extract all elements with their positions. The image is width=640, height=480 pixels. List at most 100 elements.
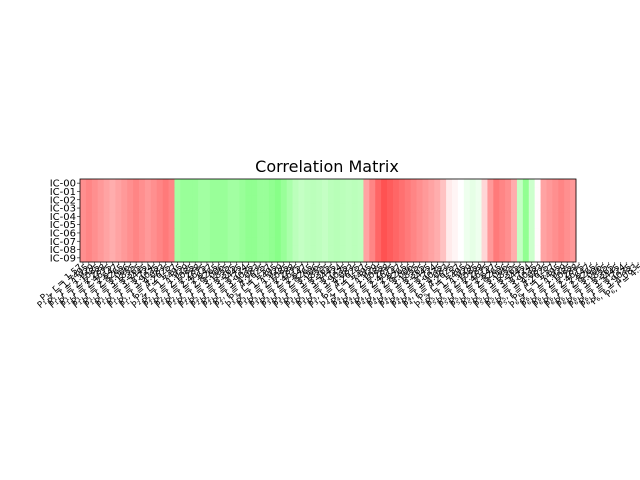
heatmap-cell bbox=[174, 179, 181, 188]
heatmap-cell bbox=[428, 179, 435, 188]
heatmap-cell bbox=[534, 253, 541, 263]
heatmap-cell bbox=[475, 195, 482, 205]
heatmap-cell bbox=[204, 212, 211, 221]
heatmap-cell bbox=[97, 179, 105, 188]
heatmap-cell bbox=[162, 195, 169, 205]
heatmap-cell bbox=[221, 187, 229, 196]
heatmap-cell bbox=[434, 237, 441, 246]
heatmap-cell bbox=[80, 228, 87, 238]
heatmap-cell bbox=[410, 220, 417, 230]
heatmap-cell bbox=[274, 245, 282, 255]
heatmap-cell bbox=[186, 203, 193, 213]
heatmap-cell bbox=[168, 245, 175, 255]
heatmap-cell bbox=[357, 228, 364, 238]
heatmap-cell bbox=[268, 228, 276, 238]
heatmap-cell bbox=[127, 195, 134, 205]
heatmap-cell bbox=[115, 245, 122, 255]
y-tick-label: IC-09 bbox=[50, 253, 76, 264]
heatmap-cell bbox=[204, 187, 211, 196]
heatmap-cell bbox=[339, 220, 347, 230]
heatmap-cell bbox=[351, 212, 358, 221]
heatmap-cell bbox=[80, 212, 87, 221]
heatmap-cell bbox=[546, 179, 553, 188]
heatmap-cell bbox=[133, 220, 140, 230]
heatmap-cell bbox=[499, 195, 506, 205]
heatmap-cell bbox=[463, 245, 471, 255]
heatmap-cell bbox=[304, 203, 311, 213]
heatmap-cell bbox=[404, 179, 412, 188]
heatmap-cell bbox=[392, 237, 400, 246]
heatmap-cell bbox=[162, 228, 169, 238]
heatmap-cell bbox=[139, 228, 146, 238]
heatmap-cell bbox=[499, 237, 506, 246]
heatmap-cell bbox=[493, 212, 500, 221]
heatmap-cell bbox=[452, 245, 459, 255]
heatmap-cell bbox=[487, 187, 494, 196]
heatmap-cell bbox=[558, 195, 565, 205]
heatmap-cell bbox=[263, 228, 270, 238]
heatmap-cell bbox=[540, 187, 547, 196]
heatmap-cell bbox=[534, 195, 541, 205]
heatmap-cell bbox=[481, 237, 488, 246]
heatmap-cell bbox=[91, 228, 99, 238]
heatmap-cell bbox=[475, 245, 482, 255]
heatmap-cell bbox=[97, 253, 105, 263]
heatmap-cell bbox=[121, 195, 128, 205]
heatmap-cell bbox=[564, 203, 571, 213]
heatmap-cell bbox=[257, 203, 264, 213]
heatmap-cell bbox=[286, 179, 293, 188]
heatmap-cell bbox=[204, 220, 211, 230]
heatmap-cell bbox=[221, 228, 229, 238]
heatmap-cell bbox=[168, 187, 175, 196]
heatmap-cell bbox=[552, 253, 559, 263]
heatmap-cell bbox=[133, 203, 140, 213]
heatmap-cell bbox=[156, 195, 164, 205]
heatmap-cell bbox=[316, 220, 323, 230]
heatmap-cell bbox=[168, 179, 175, 188]
heatmap-cell bbox=[540, 228, 547, 238]
heatmap-cell bbox=[357, 237, 364, 246]
heatmap-cell bbox=[481, 220, 488, 230]
heatmap-cell bbox=[97, 220, 105, 230]
heatmap-cell bbox=[369, 237, 376, 246]
heatmap-cell bbox=[505, 212, 512, 221]
heatmap-cell bbox=[280, 212, 288, 221]
heatmap-cell bbox=[245, 187, 252, 196]
heatmap-cell bbox=[180, 187, 187, 196]
heatmap-cell bbox=[481, 195, 488, 205]
heatmap-cell bbox=[198, 253, 205, 263]
heatmap-cell bbox=[392, 203, 400, 213]
heatmap-cell bbox=[457, 220, 465, 230]
heatmap-cell bbox=[522, 253, 530, 263]
heatmap-cell bbox=[404, 253, 412, 263]
heatmap-cell bbox=[540, 253, 547, 263]
heatmap-cell bbox=[215, 245, 223, 255]
heatmap-cell bbox=[121, 203, 128, 213]
heatmap-cell bbox=[534, 203, 541, 213]
heatmap-cell bbox=[239, 245, 246, 255]
heatmap-cell bbox=[463, 212, 471, 221]
heatmap-cell bbox=[97, 187, 105, 196]
heatmap-cell bbox=[505, 245, 512, 255]
heatmap-cell bbox=[263, 179, 270, 188]
heatmap-cell bbox=[133, 212, 140, 221]
heatmap-cell bbox=[133, 195, 140, 205]
heatmap-cell bbox=[428, 220, 435, 230]
heatmap-cell bbox=[292, 195, 299, 205]
heatmap-cell bbox=[546, 237, 553, 246]
heatmap-cell bbox=[422, 203, 429, 213]
heatmap-cell bbox=[516, 220, 524, 230]
heatmap-cell bbox=[487, 203, 494, 213]
heatmap-cell bbox=[528, 228, 536, 238]
heatmap-cell bbox=[369, 245, 376, 255]
heatmap-cell bbox=[328, 253, 335, 263]
heatmap-cell bbox=[186, 179, 193, 188]
heatmap-cell bbox=[292, 187, 299, 196]
heatmap-cell bbox=[257, 253, 264, 263]
heatmap-cell bbox=[109, 203, 116, 213]
heatmap-cell bbox=[534, 237, 541, 246]
heatmap-cell bbox=[564, 228, 571, 238]
heatmap-cell bbox=[540, 179, 547, 188]
heatmap-cell bbox=[186, 237, 193, 246]
heatmap-cell bbox=[292, 212, 299, 221]
